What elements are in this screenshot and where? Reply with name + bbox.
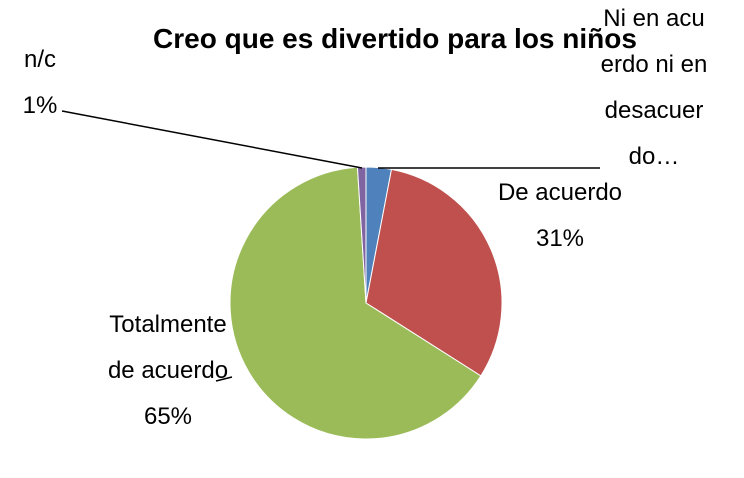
value-label: 65% — [143, 403, 193, 430]
data-label: Ni en acuerdo ni en desacuerdo… — [598, 0, 710, 180]
data-label: n/c 1% — [8, 37, 72, 129]
category-label: De acuerdo — [497, 179, 623, 206]
value-label: 31% — [535, 225, 585, 252]
category-label: n/c — [23, 46, 56, 73]
category-label: Ni en acuerdo ni en desacuerdo… — [600, 5, 708, 170]
chart-title: Creo que es divertido para los niños — [153, 23, 637, 54]
leader-line — [61, 110, 363, 169]
data-label: Totalmente de acuerdo 65% — [100, 302, 236, 440]
value-label: 1% — [22, 92, 58, 119]
leader-line — [215, 376, 233, 382]
category-label: Totalmente de acuerdo — [107, 311, 229, 384]
pie-slice — [229, 166, 482, 440]
data-label: De acuerdo 31% — [495, 170, 625, 262]
